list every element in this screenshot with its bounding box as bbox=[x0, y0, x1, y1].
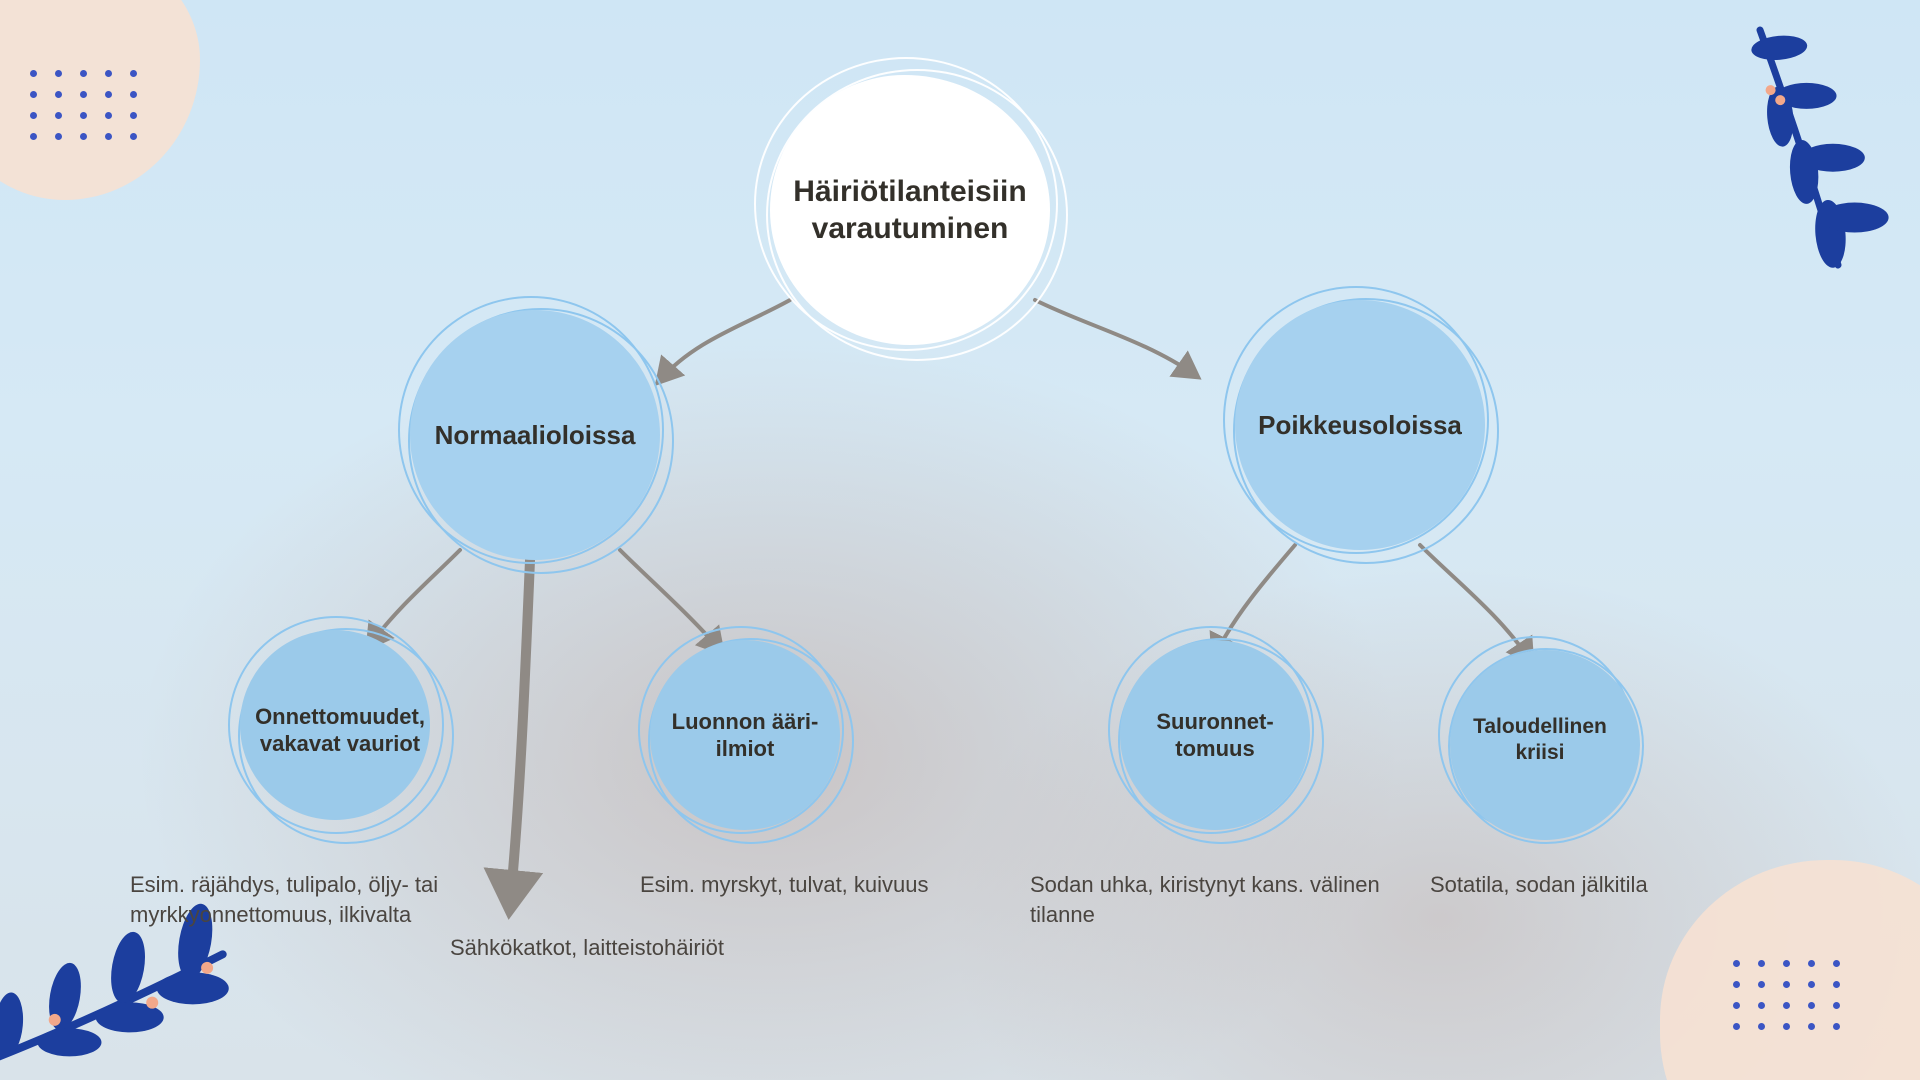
caption-nature: Esim. myrskyt, tulvat, kuivuus bbox=[640, 870, 929, 900]
caption-normal-center: Sähkökatkot, laitteistohäiriöt bbox=[450, 933, 724, 963]
dot-grid-bottom-right bbox=[1733, 960, 1840, 1030]
caption-accidents: Esim. räjähdys, tulipalo, öljy- tai myrk… bbox=[130, 870, 510, 929]
branch-exceptional-label: Poikkeusoloissa bbox=[1242, 409, 1478, 442]
leaf-major: Suuronnet- tomuus bbox=[1120, 640, 1310, 830]
caption-major: Sodan uhka, kiristynyt kans. välinen til… bbox=[1030, 870, 1410, 929]
leaf-accidents-label: Onnettomuudet, vakavat vauriot bbox=[239, 703, 441, 758]
branch-normal: Normaalioloissa bbox=[410, 310, 660, 560]
dot-grid-top-left bbox=[30, 70, 137, 140]
caption-economic: Sotatila, sodan jälkitila bbox=[1430, 870, 1648, 900]
leaf-economic: Taloudellinen kriisi bbox=[1450, 650, 1630, 830]
leaf-nature-label: Luonnon ääri-ilmiot bbox=[650, 708, 840, 763]
branch-exceptional: Poikkeusoloissa bbox=[1235, 300, 1485, 550]
leaf-economic-label: Taloudellinen kriisi bbox=[1450, 714, 1630, 767]
leaf-nature: Luonnon ääri-ilmiot bbox=[650, 640, 840, 830]
leaf-major-label: Suuronnet- tomuus bbox=[1140, 708, 1289, 763]
branch-normal-label: Normaalioloissa bbox=[419, 419, 652, 452]
leaf-accidents: Onnettomuudet, vakavat vauriot bbox=[240, 630, 440, 830]
root-node: Häiriötilanteisiin varautuminen bbox=[770, 75, 1050, 345]
root-label: Häiriötilanteisiin varautuminen bbox=[770, 173, 1050, 248]
